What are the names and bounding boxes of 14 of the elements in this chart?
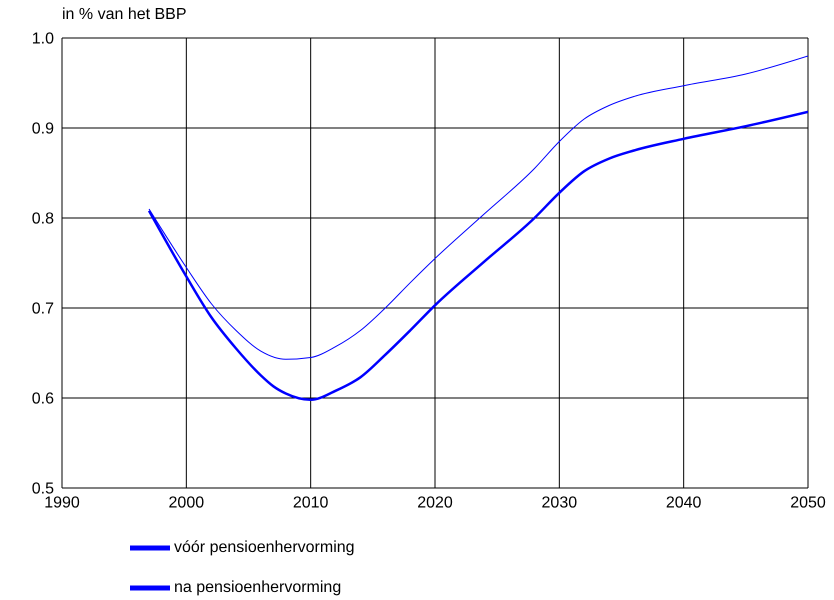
y-tick-label: 0.7	[32, 300, 54, 318]
x-tick-label: 2040	[666, 494, 702, 512]
x-tick-label: 2050	[790, 494, 826, 512]
legend-label: na pensioenhervorming	[174, 579, 342, 596]
y-tick-label: 0.9	[32, 120, 54, 138]
legend-label: vóór pensioenhervorming	[174, 539, 355, 556]
x-tick-label: 2020	[417, 494, 453, 512]
x-tick-label: 2000	[168, 494, 204, 512]
y-tick-label: 1.0	[32, 30, 54, 48]
x-tick-label: 2030	[542, 494, 578, 512]
y-tick-label: 0.8	[32, 210, 54, 228]
x-tick-label: 2010	[292, 494, 329, 512]
y-tick-label: 0.6	[32, 390, 54, 408]
y-axis-title: in % van het BBP	[62, 6, 187, 24]
